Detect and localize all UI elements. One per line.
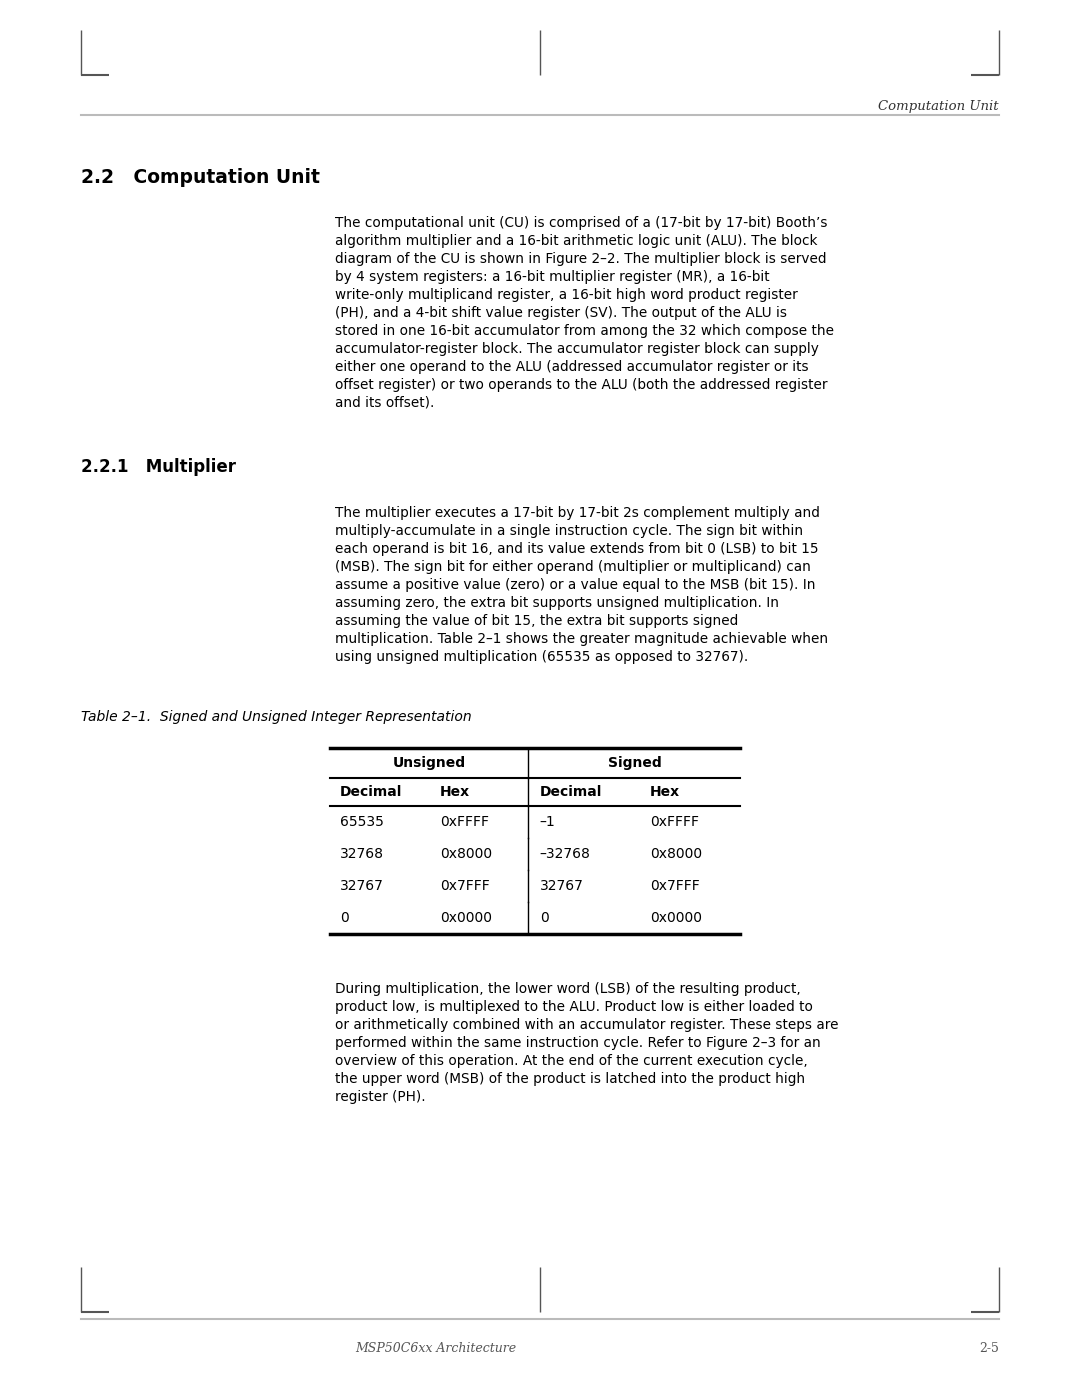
Text: Hex: Hex (650, 785, 680, 799)
Text: 0xFFFF: 0xFFFF (440, 814, 489, 828)
Text: write-only multiplicand register, a 16-bit high word product register: write-only multiplicand register, a 16-b… (335, 288, 797, 302)
Text: offset register) or two operands to the ALU (both the addressed register: offset register) or two operands to the … (335, 379, 827, 393)
Text: assuming the value of bit 15, the extra bit supports signed: assuming the value of bit 15, the extra … (335, 615, 738, 629)
Text: 2.2   Computation Unit: 2.2 Computation Unit (81, 168, 320, 187)
Text: 32767: 32767 (540, 879, 583, 893)
Text: (MSB). The sign bit for either operand (multiplier or multiplicand) can: (MSB). The sign bit for either operand (… (335, 560, 811, 574)
Text: assume a positive value (zero) or a value equal to the MSB (bit 15). In: assume a positive value (zero) or a valu… (335, 578, 815, 592)
Text: 2.2.1   Multiplier: 2.2.1 Multiplier (81, 458, 237, 476)
Text: multiply-accumulate in a single instruction cycle. The sign bit within: multiply-accumulate in a single instruct… (335, 524, 802, 538)
Text: –1: –1 (540, 814, 555, 828)
Text: by 4 system registers: a 16-bit multiplier register (MR), a 16-bit: by 4 system registers: a 16-bit multipli… (335, 270, 769, 284)
Text: 0x8000: 0x8000 (650, 847, 702, 861)
Text: assuming zero, the extra bit supports unsigned multiplication. In: assuming zero, the extra bit supports un… (335, 597, 779, 610)
Text: 0x0000: 0x0000 (440, 911, 491, 925)
Text: multiplication. Table 2–1 shows the greater magnitude achievable when: multiplication. Table 2–1 shows the grea… (335, 631, 828, 645)
Text: algorithm multiplier and a 16-bit arithmetic logic unit (ALU). The block: algorithm multiplier and a 16-bit arithm… (335, 235, 818, 249)
Text: performed within the same instruction cycle. Refer to Figure 2–3 for an: performed within the same instruction cy… (335, 1037, 821, 1051)
Text: MSP50C6xx Architecture: MSP50C6xx Architecture (355, 1343, 516, 1355)
Text: 0xFFFF: 0xFFFF (650, 814, 699, 828)
Text: and its offset).: and its offset). (335, 395, 434, 409)
Text: Hex: Hex (440, 785, 470, 799)
Text: register (PH).: register (PH). (335, 1090, 426, 1104)
Text: –32768: –32768 (540, 847, 591, 861)
Text: Unsigned: Unsigned (393, 756, 467, 770)
Text: 0: 0 (340, 911, 349, 925)
Text: overview of this operation. At the end of the current execution cycle,: overview of this operation. At the end o… (335, 1053, 808, 1067)
Text: each operand is bit 16, and its value extends from bit 0 (LSB) to bit 15: each operand is bit 16, and its value ex… (335, 542, 819, 556)
Text: 32768: 32768 (340, 847, 383, 861)
Text: 0x8000: 0x8000 (440, 847, 491, 861)
Text: 32767: 32767 (340, 879, 383, 893)
Text: 0x0000: 0x0000 (650, 911, 702, 925)
Text: During multiplication, the lower word (LSB) of the resulting product,: During multiplication, the lower word (L… (335, 982, 800, 996)
Text: 0x7FFF: 0x7FFF (440, 879, 489, 893)
Text: diagram of the CU is shown in Figure 2–2. The multiplier block is served: diagram of the CU is shown in Figure 2–2… (335, 251, 826, 265)
Text: using unsigned multiplication (65535 as opposed to 32767).: using unsigned multiplication (65535 as … (335, 650, 748, 664)
Text: or arithmetically combined with an accumulator register. These steps are: or arithmetically combined with an accum… (335, 1018, 838, 1032)
Text: The computational unit (CU) is comprised of a (17-bit by 17-bit) Booth’s: The computational unit (CU) is comprised… (335, 217, 827, 231)
Text: 2-5: 2-5 (980, 1343, 999, 1355)
Text: The multiplier executes a 17-bit by 17-bit 2s complement multiply and: The multiplier executes a 17-bit by 17-b… (335, 506, 820, 520)
Text: product low, is multiplexed to the ALU. Product low is either loaded to: product low, is multiplexed to the ALU. … (335, 1000, 812, 1014)
Text: either one operand to the ALU (addressed accumulator register or its: either one operand to the ALU (addressed… (335, 360, 809, 374)
Text: 0: 0 (540, 911, 549, 925)
Text: Decimal: Decimal (340, 785, 402, 799)
Text: Decimal: Decimal (540, 785, 603, 799)
Text: Table 2–1.  Signed and Unsigned Integer Representation: Table 2–1. Signed and Unsigned Integer R… (81, 710, 472, 724)
Text: (PH), and a 4-bit shift value register (SV). The output of the ALU is: (PH), and a 4-bit shift value register (… (335, 306, 787, 320)
Text: accumulator-register block. The accumulator register block can supply: accumulator-register block. The accumula… (335, 342, 819, 356)
Text: 0x7FFF: 0x7FFF (650, 879, 700, 893)
Text: the upper word (MSB) of the product is latched into the product high: the upper word (MSB) of the product is l… (335, 1071, 805, 1085)
Text: 65535: 65535 (340, 814, 383, 828)
Text: Signed: Signed (608, 756, 662, 770)
Text: Computation Unit: Computation Unit (878, 101, 999, 113)
Text: stored in one 16-bit accumulator from among the 32 which compose the: stored in one 16-bit accumulator from am… (335, 324, 834, 338)
